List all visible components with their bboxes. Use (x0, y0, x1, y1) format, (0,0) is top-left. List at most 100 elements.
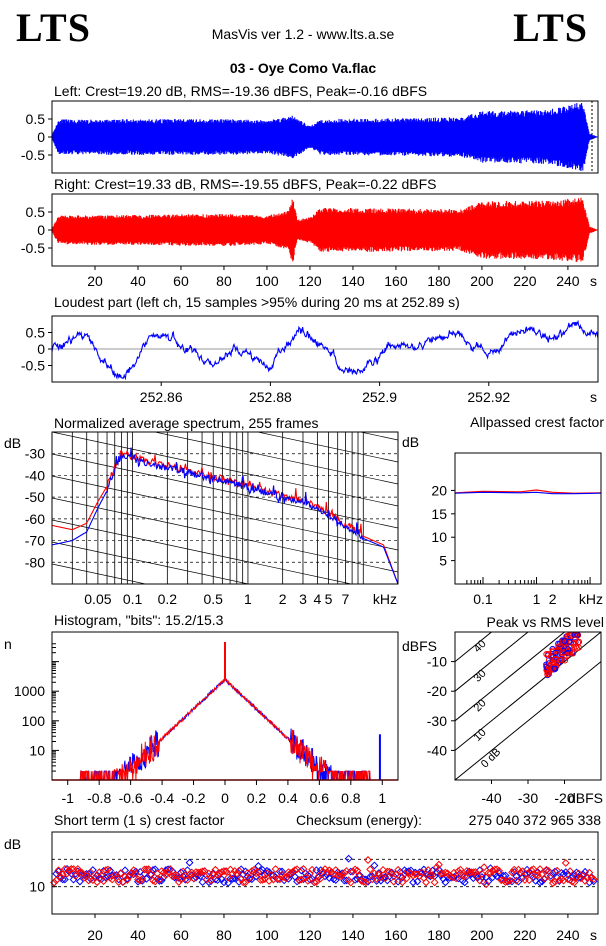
average-spectrum-slope-line (52, 497, 398, 573)
histogram-ytick-label: 100 (22, 713, 46, 729)
peak-vs-rms-title: Peak vs RMS level (487, 614, 604, 630)
histogram-xtick-label: 0.4 (278, 790, 298, 806)
peak-vs-rms-xtick-label: -20 (554, 790, 574, 806)
short-term-crest-point-right (544, 867, 553, 875)
short-term-crest-point-right (174, 877, 183, 886)
short-term-crest-point-right (480, 863, 489, 872)
peak-vs-rms-point (563, 652, 570, 660)
peak-vs-rms-point (558, 656, 565, 663)
short-term-crest-point-left (344, 854, 353, 863)
short-term-crest-point-right (161, 871, 170, 879)
peak-vs-rms-ytick-label: -20 (427, 683, 447, 699)
short-term-crest-point-right (486, 869, 495, 878)
short-term-crest-point-right (482, 880, 491, 889)
short-term-crest-point-right (553, 866, 562, 875)
histogram-xtick-label: 0.8 (341, 790, 361, 806)
short-term-crest-point-right (331, 866, 340, 874)
right-waveform-xtick-label: 40 (130, 273, 146, 289)
short-term-crest-point-left (434, 865, 443, 874)
allpassed-crest-ytick-label: 20 (431, 482, 447, 498)
left-waveform-ytick-label: 0.5 (26, 111, 46, 127)
short-term-crest-point-right (69, 865, 78, 874)
short-term-crest-point-right (428, 871, 437, 880)
histogram-series-left (67, 678, 383, 781)
histogram-xtick-label: -0.6 (119, 790, 143, 806)
short-term-crest-xtick-label: 220 (513, 927, 537, 943)
short-term-crest-point-right (278, 870, 286, 879)
right-waveform-xtick-label: 20 (87, 273, 103, 289)
average-spectrum-ytick-label: -60 (25, 511, 45, 527)
short-term-crest-point-left (460, 878, 469, 887)
short-term-crest-point-left (217, 875, 226, 884)
peak-vs-rms-diagonal-label: 20 (472, 697, 489, 714)
histogram-xtick-label: 0.2 (247, 790, 267, 806)
peak-vs-rms-diagonal-label: 30 (472, 668, 489, 685)
short-term-crest-point-right (166, 865, 175, 874)
short-term-crest-point-right (381, 874, 390, 883)
short-term-crest-point-right (155, 875, 164, 884)
average-spectrum-ytick-label: -50 (25, 489, 45, 505)
short-term-crest-point-right (402, 874, 411, 883)
short-term-crest-point-right (67, 865, 76, 873)
left-waveform-ytick-label: -0.5 (21, 147, 45, 163)
peak-vs-rms-point (543, 651, 550, 658)
short-term-crest-point-right (121, 872, 130, 881)
short-term-crest-point-right (86, 868, 95, 877)
peak-vs-rms-point (572, 635, 579, 642)
short-term-crest-point-right (224, 873, 233, 882)
short-term-crest-point-right (394, 865, 403, 874)
peak-vs-rms-point (552, 665, 559, 672)
short-term-crest-point-right (301, 873, 310, 882)
short-term-crest-point-right (211, 865, 220, 874)
short-term-crest-point-right (84, 876, 93, 885)
short-term-crest-point-right (460, 872, 469, 881)
short-term-crest-xtick-label: 140 (341, 927, 365, 943)
peak-vs-rms-point (552, 649, 559, 656)
short-term-crest-point-right (54, 866, 63, 875)
peak-vs-rms-point (545, 662, 553, 670)
short-term-crest-point-right (536, 865, 544, 874)
short-term-crest-point-right (52, 876, 61, 885)
loudest-part-xtick-label: 252.88 (249, 389, 292, 405)
allpassed-crest-xunit: kHz (579, 591, 603, 607)
peak-vs-rms-point (565, 646, 572, 653)
short-term-crest-point-left (340, 876, 349, 885)
short-term-crest-point-right (293, 865, 302, 874)
short-term-crest-xtick-label: 240 (556, 927, 580, 943)
short-term-crest-point-right (282, 874, 291, 883)
allpassed-crest-xtick-label: 2 (549, 591, 557, 607)
right-waveform-ytick-label: -0.5 (21, 240, 45, 256)
short-term-crest-xtick-label: 180 (427, 927, 451, 943)
loudest-part-ytick-label: -0.5 (21, 358, 45, 374)
app-title: MasVis ver 1.2 - www.lts.a.se (211, 26, 395, 42)
peak-vs-rms-point (549, 648, 556, 656)
short-term-crest-point-left (142, 874, 151, 883)
short-term-crest-point-right (323, 868, 332, 877)
short-term-crest-xtick-label: 80 (216, 927, 232, 943)
logo-right: LTS (513, 5, 588, 50)
short-term-crest-point-right (198, 867, 207, 876)
peak-vs-rms-point (564, 632, 571, 640)
short-term-crest-title: Short term (1 s) crest factor (54, 812, 225, 828)
short-term-crest-point-right (116, 869, 125, 878)
short-term-crest-point-right (456, 865, 465, 874)
short-term-crest-point-right (585, 868, 594, 877)
short-term-crest-point-left (88, 866, 97, 874)
short-term-crest-point-right (185, 870, 194, 879)
peak-vs-rms-point (564, 649, 571, 656)
peak-vs-rms-ylabel: dBFS (402, 638, 437, 654)
short-term-crest-point-left (589, 877, 598, 886)
short-term-crest-point-right (374, 870, 383, 879)
short-term-crest-point-right (303, 876, 312, 885)
short-term-crest-point-right (245, 873, 254, 882)
peak-vs-rms-diagonal (455, 632, 566, 722)
right-waveform-ytick-label: 0 (37, 222, 45, 238)
short-term-crest-point-right (398, 878, 407, 887)
peak-vs-rms-diagonal-label: 0 dB (479, 746, 503, 770)
average-spectrum-xtick-label: 0.05 (84, 591, 111, 607)
short-term-crest-point-left (123, 874, 132, 883)
short-term-crest-point-right (561, 859, 570, 867)
short-term-crest-annotation-value: 275 040 372 965 338 (469, 812, 602, 828)
average-spectrum-slope-line (52, 432, 398, 507)
